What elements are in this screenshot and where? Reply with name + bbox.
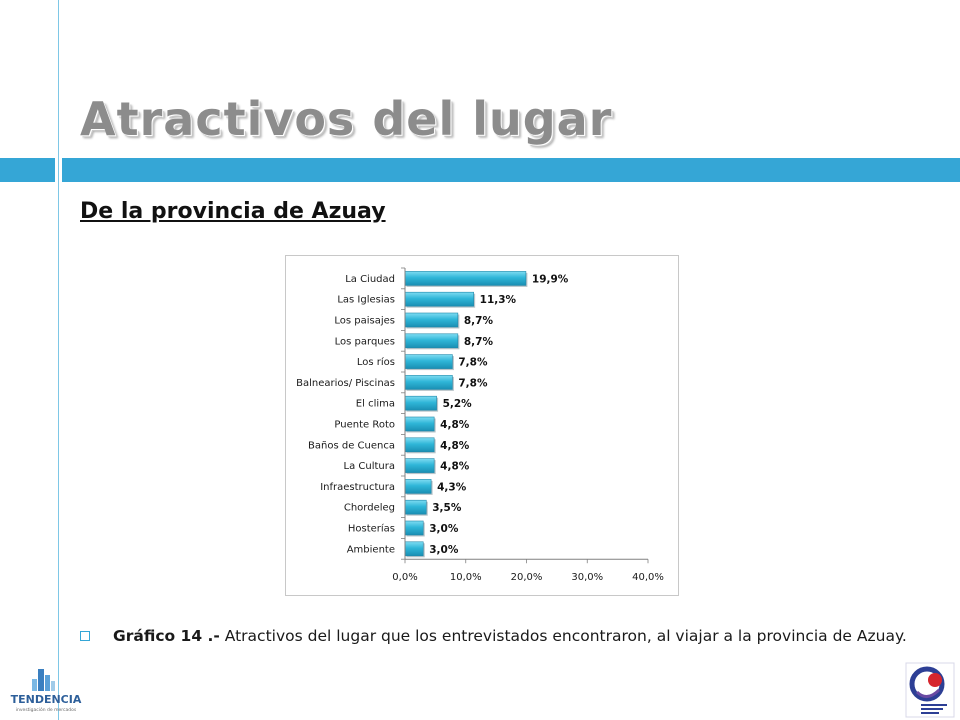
bar [404,541,424,557]
category-label: Los paisajes [334,316,395,327]
chart-caption: Gráfico 14 .- Atractivos del lugar que l… [80,624,916,649]
bar [404,375,453,390]
data-label: 7,8% [458,377,488,389]
data-label: 8,7% [464,315,494,327]
data-label: 8,7% [464,336,494,348]
category-label: La Ciudad [345,274,395,285]
data-label: 11,3% [480,294,517,306]
category-label: Chordeleg [344,503,395,514]
tendencia-logo: TENDENCIA investigación de mercados [11,669,82,713]
data-label: 3,0% [429,544,459,556]
bar [404,437,435,453]
category-label: La Cultura [344,461,395,472]
accent-square [0,158,55,182]
category-label: Baños de Cuenca [308,440,395,451]
category-label: Puente Roto [334,420,395,431]
bar [404,291,474,307]
slide-subtitle: De la provincia de Azuay [80,199,386,224]
caption-body: Atractivos del lugar que los entrevistad… [219,627,907,645]
data-label: 4,8% [440,440,470,452]
data-label: 4,3% [437,481,467,493]
x-tick-label: 40,0% [632,572,664,583]
category-label: Los parques [335,336,395,347]
data-label: 19,9% [532,273,569,285]
category-label: Infraestructura [320,482,395,493]
caption-lead: Gráfico 14 .- [113,627,220,645]
logo-left-wordmark: TENDENCIA [11,693,82,706]
bar [404,271,527,286]
slide-title: Atractivos del lugar [80,92,613,146]
bar [404,520,424,536]
chart-frame: La Ciudad 19,9% Las Iglesias 11,3% Los paisa… [285,255,679,596]
bar [404,458,435,473]
logo-left-tagline: investigación de mercados [16,706,77,713]
quito-turismo-logo [905,662,955,718]
category-label: Las Iglesias [337,295,395,306]
accent-bar [62,158,960,182]
data-label: 7,8% [458,357,488,369]
slide-divider-line [58,0,59,720]
bar-chart: La Ciudad 19,9% Las Iglesias 11,3% Los paisa… [296,267,664,583]
x-tick-label: 0,0% [392,572,417,583]
bar [404,333,459,349]
bar [404,416,435,432]
bar [404,499,427,515]
bar [404,312,459,328]
data-label: 3,5% [432,502,462,514]
category-label: Ambiente [347,544,395,555]
caption-text: Gráfico 14 .- Atractivos del lugar que l… [113,624,916,649]
bar [404,354,453,369]
category-label: Los ríos [357,356,395,368]
x-tick-label: 20,0% [511,572,543,583]
x-tick-label: 30,0% [571,572,603,583]
data-label: 5,2% [443,398,473,410]
category-label: El clima [356,399,395,410]
category-label: Hosterías [348,523,395,535]
bullet-square-icon [80,631,90,641]
data-label: 3,0% [429,523,459,535]
x-tick-label: 10,0% [450,572,482,583]
data-label: 4,8% [440,419,470,431]
data-label: 4,8% [440,461,470,473]
bar [404,395,437,411]
bar [404,479,432,494]
category-label: Balnearios/ Piscinas [296,378,395,389]
